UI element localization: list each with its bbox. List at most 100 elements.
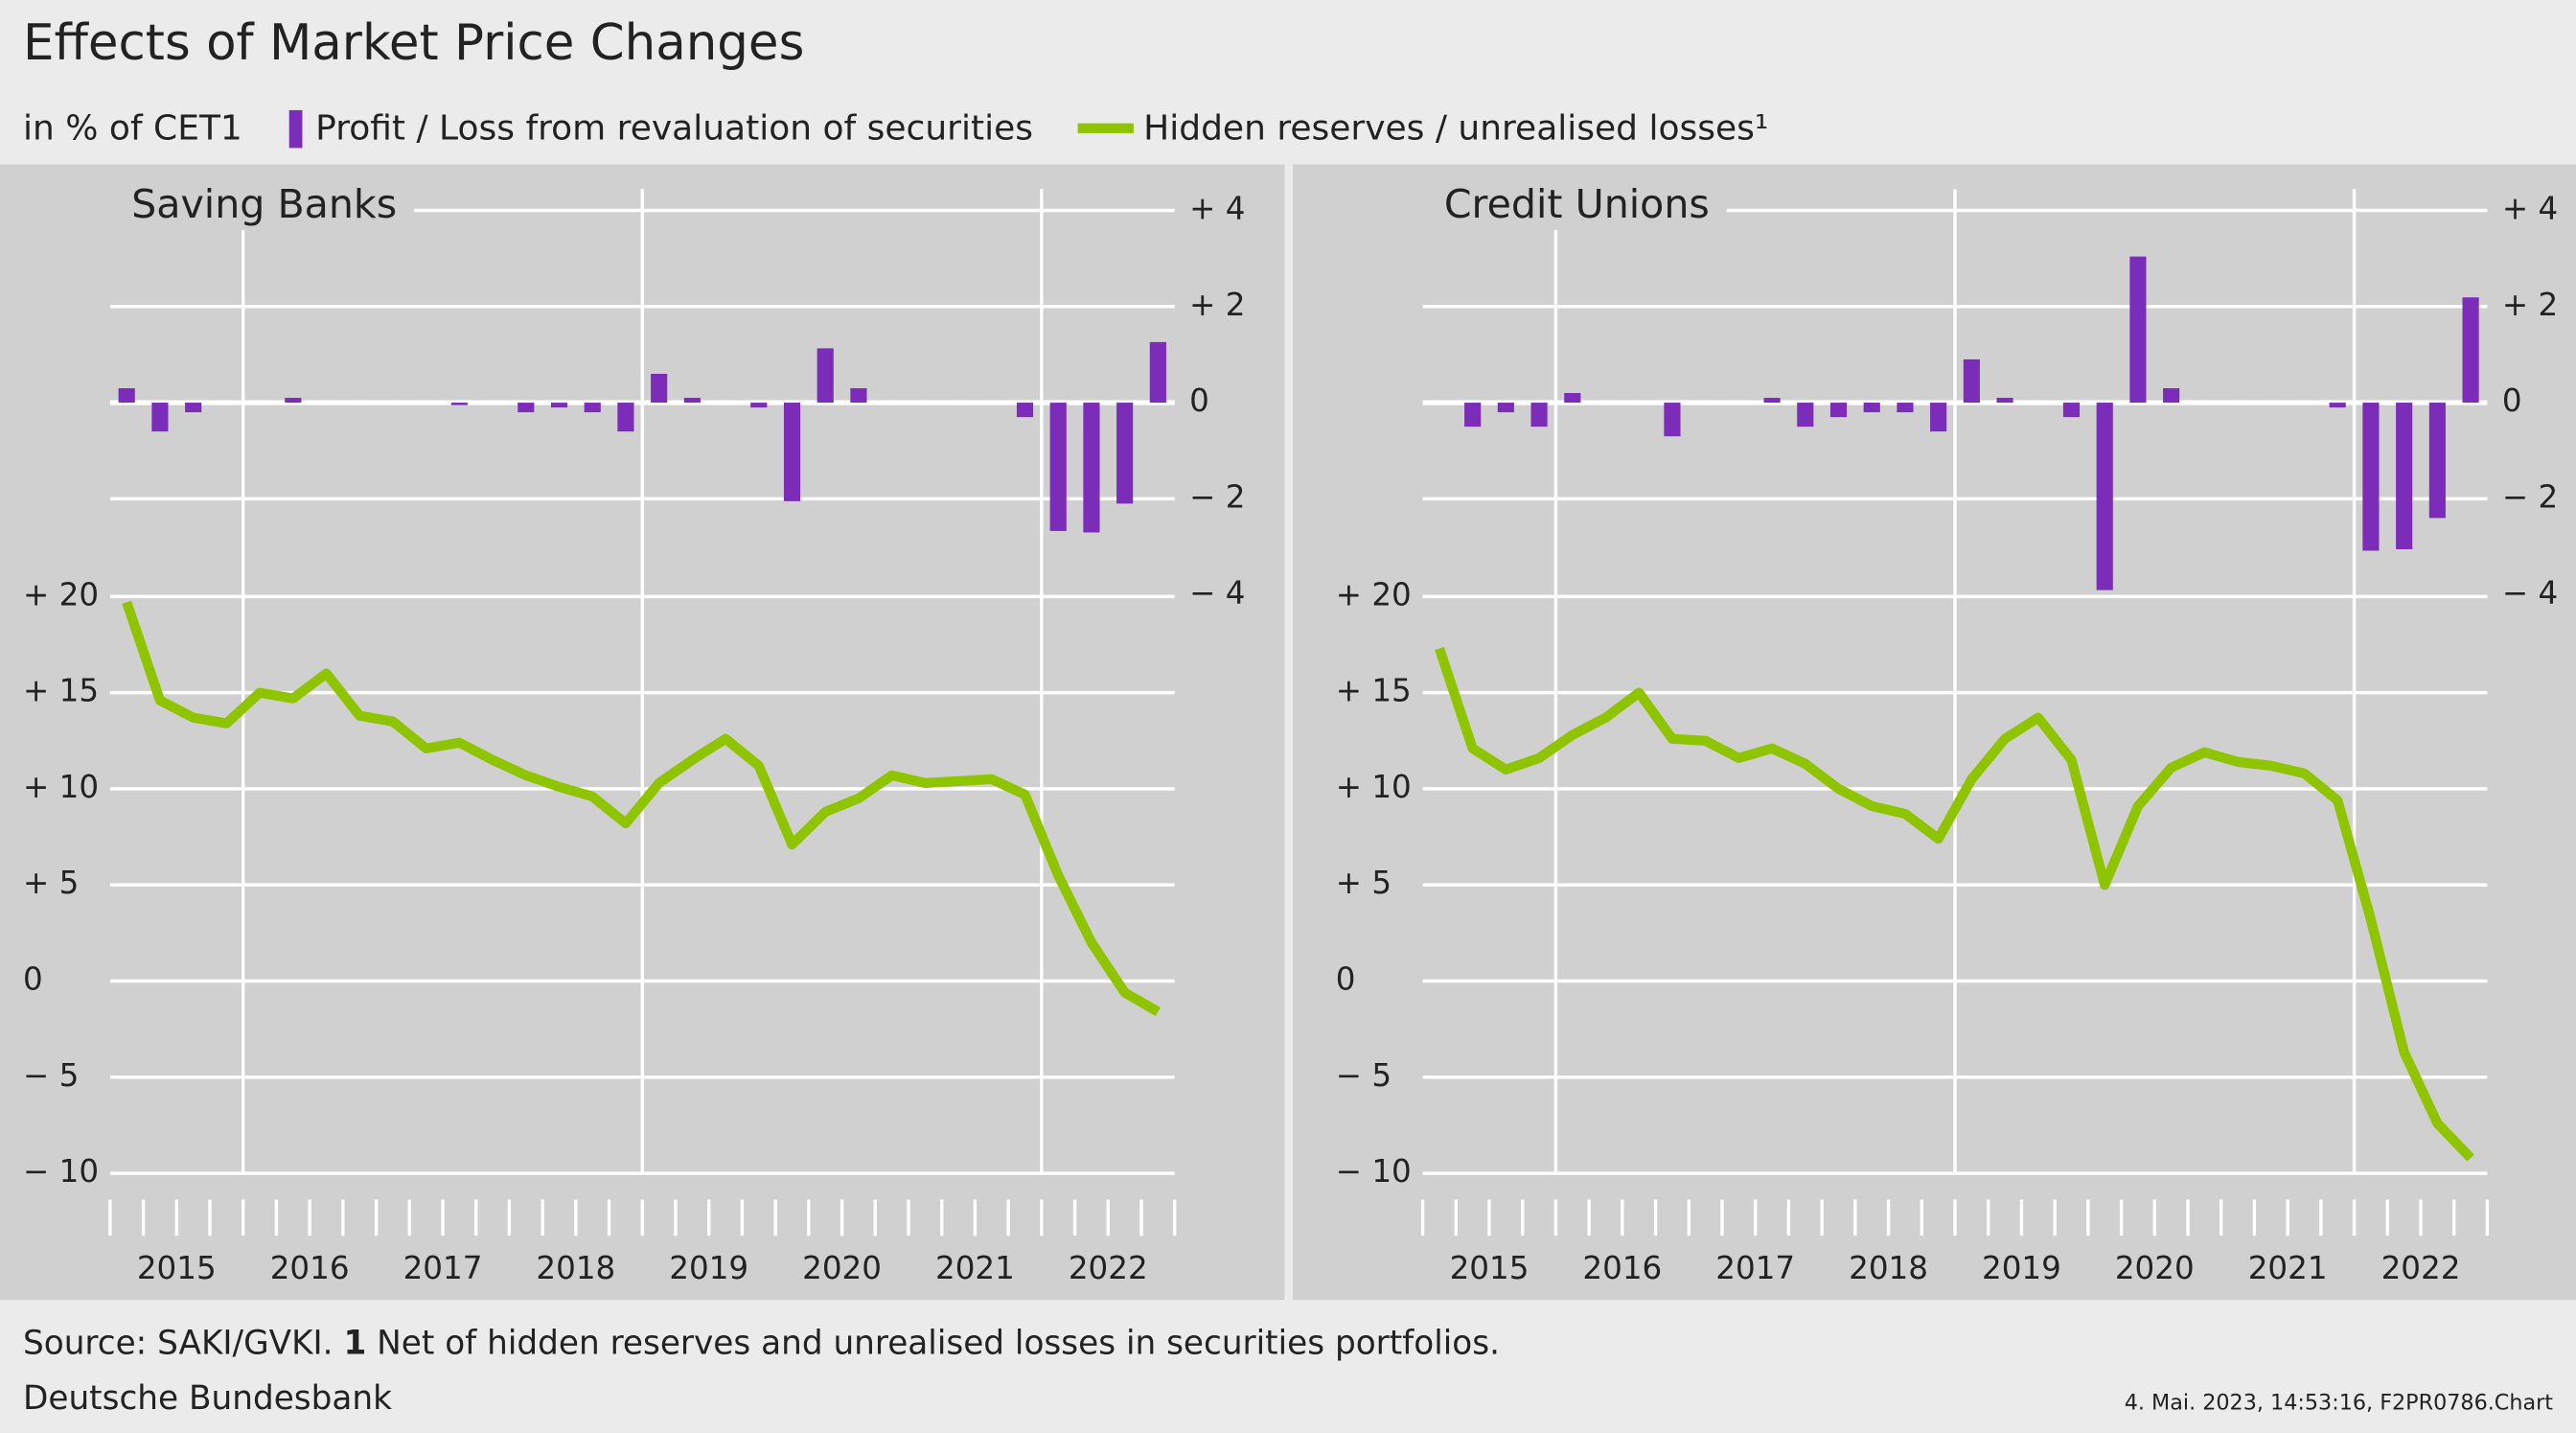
x-tick-label: 2020: [2115, 1250, 2195, 1286]
y2-tick-label: − 2: [2502, 478, 2558, 515]
bar: [2129, 256, 2147, 404]
x-tick-label: 2022: [1069, 1250, 1148, 1286]
y-tick-label: − 10: [23, 1153, 99, 1190]
source-text: Source: SAKI/GVKI.: [23, 1324, 343, 1362]
y2-tick-label: − 4: [2502, 575, 2558, 612]
bar: [2462, 297, 2479, 404]
legend-bar-icon: [288, 109, 303, 149]
bar: [651, 373, 668, 404]
y-tick-label: + 20: [23, 576, 99, 612]
bar: [1049, 403, 1067, 531]
y2-tick-label: + 4: [1189, 191, 1245, 227]
y2-tick-label: + 4: [2502, 191, 2558, 227]
bar: [1016, 403, 1034, 418]
bar: [118, 388, 135, 404]
bar: [2096, 403, 2113, 590]
bar: [1497, 403, 1514, 413]
bar: [1963, 358, 1980, 404]
bar: [1763, 398, 1781, 404]
bar: [1930, 403, 1947, 432]
panel-title-bg: [102, 180, 415, 231]
bar: [2428, 403, 2446, 519]
bar: [2396, 403, 2413, 550]
x-tick-label: 2021: [2248, 1250, 2328, 1286]
y2-tick-label: + 2: [1189, 287, 1245, 323]
y-tick-label: − 5: [23, 1057, 79, 1094]
timestamp: 4. Mai. 2023, 14:53:16, F2PR0786.Chart: [2125, 1391, 2554, 1416]
legend-label: Hidden reserves / unrealised losses¹: [1143, 108, 1768, 148]
y2-tick-label: + 2: [2502, 287, 2558, 323]
bar: [2362, 403, 2380, 551]
x-tick-label: 2018: [536, 1250, 615, 1286]
note: Net of hidden reserves and unrealised lo…: [366, 1324, 1500, 1362]
x-tick-label: 2022: [2381, 1250, 2461, 1286]
x-tick-label: 2015: [1450, 1250, 1530, 1286]
x-tick-label: 2017: [1715, 1250, 1795, 1286]
x-tick-label: 2015: [137, 1250, 217, 1286]
y-tick-label: + 20: [1336, 576, 1412, 612]
bar: [1797, 403, 1814, 428]
y-tick-label: + 10: [1336, 769, 1412, 805]
bar: [1530, 403, 1548, 428]
bar: [1116, 403, 1134, 504]
bar: [1664, 403, 1681, 437]
publisher: Deutsche Bundesbank: [23, 1379, 392, 1418]
y-tick-label: + 5: [23, 865, 79, 901]
y2-tick-label: − 4: [1189, 575, 1245, 612]
y-tick-label: + 5: [1336, 865, 1392, 901]
bar: [1464, 403, 1482, 428]
x-tick-label: 2021: [935, 1250, 1015, 1286]
bar: [1863, 403, 1880, 413]
title: Effects of Market Price Changes: [23, 14, 804, 72]
bar: [617, 403, 634, 432]
bar: [1083, 403, 1100, 533]
y2-tick-label: 0: [1189, 382, 1209, 419]
panel-title-bg: [1414, 180, 1727, 231]
panel: [1293, 164, 2576, 1301]
bar: [1829, 403, 1848, 418]
line: [1435, 646, 2474, 1162]
subtitle: in % of CET1: [23, 108, 242, 148]
x-tick-label: 2020: [802, 1250, 882, 1286]
bar: [816, 348, 834, 404]
y-tick-label: − 10: [1336, 1153, 1412, 1190]
y-tick-label: + 10: [23, 769, 99, 805]
source: Source: SAKI/GVKI. 1 Net of hidden reser…: [23, 1324, 1500, 1362]
x-tick-label: 2019: [669, 1250, 748, 1286]
bar: [1996, 398, 2013, 404]
bar: [850, 388, 867, 404]
bar: [151, 403, 169, 432]
bar: [1897, 403, 1914, 413]
y-tick-label: + 15: [23, 673, 99, 709]
y2-tick-label: − 2: [1189, 478, 1245, 515]
bar: [2329, 403, 2346, 408]
x-tick-label: 2016: [270, 1250, 350, 1286]
bar: [550, 403, 568, 408]
panel-title: Credit Unions: [1444, 181, 1710, 227]
y-tick-label: + 15: [1336, 673, 1412, 709]
y-tick-label: 0: [1336, 961, 1356, 998]
bar: [750, 403, 768, 408]
x-tick-label: 2017: [403, 1250, 483, 1286]
bar: [584, 403, 601, 413]
y-tick-label: − 5: [1336, 1057, 1392, 1094]
bar: [683, 398, 701, 404]
bar: [783, 403, 801, 501]
bar: [1564, 393, 1581, 404]
x-tick-label: 2018: [1849, 1250, 1928, 1286]
y-tick-label: 0: [23, 961, 43, 998]
bar: [2062, 403, 2081, 418]
bar: [518, 403, 535, 413]
bar: [185, 403, 202, 413]
bar: [285, 398, 302, 404]
bar: [2163, 388, 2180, 404]
note-number: 1: [343, 1324, 366, 1362]
x-tick-label: 2019: [1982, 1250, 2061, 1286]
line: [122, 600, 1161, 1017]
x-tick-label: 2016: [1582, 1250, 1662, 1286]
bar: [450, 403, 468, 405]
bar: [1149, 341, 1166, 404]
y2-tick-label: 0: [2502, 382, 2522, 419]
